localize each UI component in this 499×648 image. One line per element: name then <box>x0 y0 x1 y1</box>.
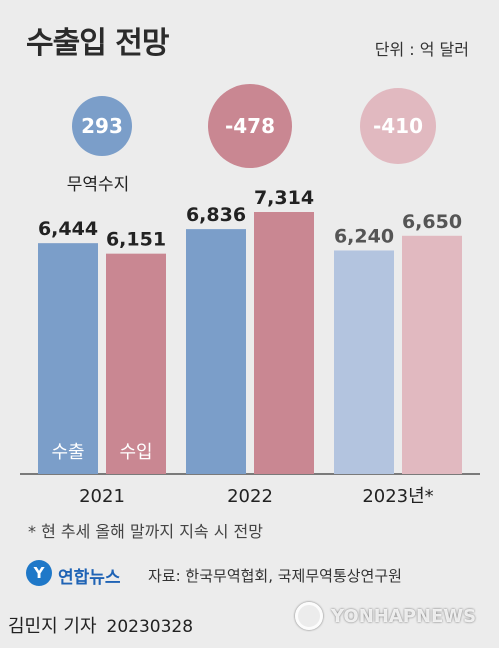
byline-author: 김민지 기자 <box>8 616 97 637</box>
x-tick-label: 2021 <box>79 486 125 507</box>
bar-export <box>38 243 98 474</box>
trade-balance-label: 무역수지 <box>67 175 130 195</box>
source-text: 자료: 한국무역협회, 국제무역통상연구원 <box>148 567 402 585</box>
infographic-card: 수출입 전망 단위 : 억 달러 6,444 6,151 2021 293 6,836 7… <box>20 26 496 590</box>
x-tick-label: 2023년* <box>362 486 433 507</box>
bar-export <box>334 250 394 474</box>
watermark-text: YONHAPNEWS <box>331 606 477 627</box>
logo-text: 연합뉴스 <box>58 568 121 588</box>
yonhap-logo-icon: Y <box>26 560 52 586</box>
bar-chart: 6,444 6,151 2021 293 6,836 7,314 2022 -478 6,240… <box>20 84 480 507</box>
trade-balance-value: 293 <box>81 114 123 138</box>
trade-balance-value: -410 <box>373 114 423 138</box>
byline: 김민지 기자 20230328 <box>8 612 193 638</box>
byline-date: 20230328 <box>106 617 194 637</box>
watermark-logo-icon <box>295 602 323 630</box>
bar-import <box>106 253 166 474</box>
data-label-export: 6,240 <box>334 225 394 247</box>
footnote: * 현 추세 올해 말까지 지속 시 전망 <box>28 522 263 541</box>
unit-label: 단위 : 억 달러 <box>374 40 469 59</box>
bar-import <box>402 235 462 474</box>
x-tick-label: 2022 <box>227 486 273 507</box>
data-label-import: 6,650 <box>402 211 462 233</box>
legend-export-label: 수출 <box>51 442 84 463</box>
data-label-import: 6,151 <box>106 229 166 251</box>
trade-balance-value: -478 <box>225 114 275 138</box>
data-label-import: 7,314 <box>254 187 314 209</box>
source-row: Y 연합뉴스 자료: 한국무역협회, 국제무역통상연구원 <box>26 558 496 590</box>
bar-export <box>186 229 246 474</box>
watermark: YONHAPNEWS <box>295 600 485 634</box>
chart-title: 수출입 전망 <box>26 26 169 61</box>
bar-import <box>254 212 314 474</box>
data-label-export: 6,836 <box>186 204 246 226</box>
trade-balance-circle <box>208 84 292 168</box>
trade-balance-circle <box>360 88 436 164</box>
data-label-export: 6,444 <box>38 218 98 240</box>
trade-balance-circle <box>72 96 132 156</box>
legend-import-label: 수입 <box>119 442 152 463</box>
